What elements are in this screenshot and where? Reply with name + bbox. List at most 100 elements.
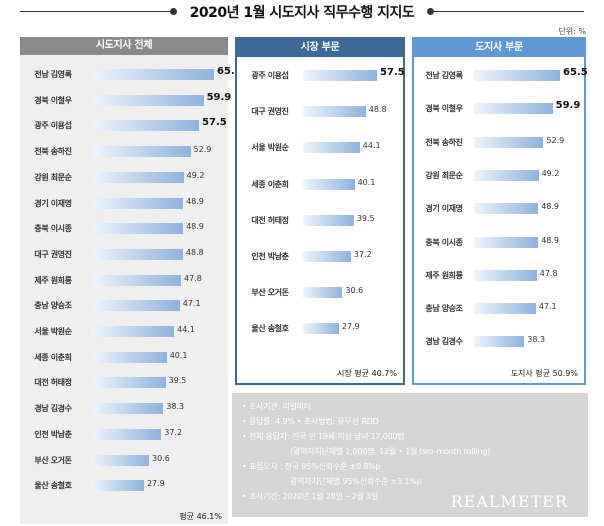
bar-row: 경기 이재명 48.9	[414, 199, 584, 219]
bar-row: 경기 이재명 48.9	[20, 194, 228, 214]
bar	[474, 203, 539, 215]
value-label: 44.1	[177, 325, 195, 334]
category-label: 경기 이재명	[425, 204, 463, 214]
note-line: (광역자치단체별 1,000명, 12월 • 1월 two-month roll…	[290, 447, 491, 456]
title-dot-right	[427, 8, 434, 15]
value-label: 38.3	[527, 335, 546, 345]
bar-row: 제주 원희룡 47.8	[414, 266, 584, 286]
bar	[303, 323, 339, 335]
category-label: 경남 김경수	[425, 337, 463, 347]
bar	[303, 106, 366, 118]
category-label: 강원 최문순	[34, 172, 72, 182]
category-label: 강원 최문순	[425, 170, 463, 180]
value-label: 57.5	[380, 67, 405, 78]
bar-row: 충북 이시종 48.9	[414, 233, 584, 253]
value-label: 49.2	[186, 170, 205, 180]
category-label: 부산 오거돈	[34, 455, 72, 465]
note-line: 광역자치단체별 95%신뢰수준 ±3.1%p	[290, 477, 422, 486]
value-label: 65.5	[563, 67, 588, 78]
bar-row: 충북 이시종 48.9	[20, 219, 228, 239]
value-label: 44.1	[362, 141, 381, 151]
note-line: • 전체 응답자: 전국 만 19세 이상 남녀 17,000명	[242, 432, 405, 441]
bar	[92, 326, 175, 337]
bar	[92, 248, 183, 260]
bar	[474, 169, 539, 181]
category-label: 서울 박원순	[34, 327, 72, 336]
category-label: 제주 원희룡	[425, 270, 463, 280]
panel-header: 도지사 부문	[414, 39, 584, 57]
category-label: 경남 김경수	[34, 404, 72, 414]
bar	[474, 70, 560, 81]
bar	[92, 377, 166, 389]
bar-row: 광주 이용섭 57.5	[237, 66, 405, 86]
bar-row: 전북 송하진 52.9	[20, 142, 228, 162]
bar	[474, 303, 536, 315]
bar	[474, 103, 553, 115]
bar	[92, 300, 180, 312]
note-line: • 조사기간: 2020년 1월 28일 ~2월 3일	[242, 492, 379, 501]
bar	[92, 171, 184, 183]
title-row: 2020년 1월 시도지사 직무수행 지지도	[0, 0, 604, 26]
bar	[474, 269, 537, 281]
panel-header: 시도지사 전체	[20, 37, 228, 55]
bar-row: 대구 권영진 48.8	[237, 102, 403, 122]
panel-provincial-governors: 도지사 부문 전남 김영록 65.5 경북 이철우 59.9 전북 송하진 52.9 강원 …	[412, 37, 588, 385]
bar	[92, 223, 184, 235]
value-label: 40.1	[357, 177, 376, 187]
value-label: 65.5	[217, 66, 242, 77]
bar-row: 경남 김경수 38.3	[414, 332, 584, 352]
category-label: 광주 이용섭	[34, 121, 72, 131]
value-label: 57.5	[202, 117, 227, 129]
bar	[92, 403, 164, 415]
bar	[474, 136, 544, 148]
bar-row: 부산 오거돈 30.6	[20, 451, 228, 471]
value-label: 48.8	[368, 105, 387, 115]
value-label: 48.9	[186, 196, 204, 206]
value-label: 48.9	[186, 222, 204, 232]
bar-row: 전북 송하진 52.9	[414, 133, 584, 153]
category-label: 서울 박원순	[251, 143, 289, 153]
value-label: 47.8	[539, 268, 558, 278]
bar	[303, 178, 355, 190]
bar	[92, 69, 214, 80]
bar	[303, 287, 343, 299]
category-label: 인천 박남춘	[251, 252, 289, 261]
bar-row: 강원 최문순 49.2	[20, 168, 228, 188]
bar-row: 울산 송철호 27.9	[20, 476, 228, 496]
bar	[92, 94, 204, 106]
bar	[474, 236, 539, 248]
category-label: 대전 허태정	[34, 378, 72, 388]
title-dot-left	[170, 8, 177, 15]
realmeter-logo: REALMETER	[450, 492, 568, 511]
value-label: 48.9	[541, 235, 560, 245]
category-label: 대구 권영진	[34, 249, 72, 259]
average-label: 시장 평균 40.7%	[337, 369, 397, 378]
bar	[92, 120, 200, 132]
category-label: 인천 박남춘	[34, 429, 72, 439]
title-rule-right	[434, 11, 584, 12]
value-label: 48.9	[541, 202, 560, 212]
category-label: 세종 이춘희	[34, 352, 72, 362]
bar-row: 대구 권영진 48.8	[20, 245, 228, 265]
bar-row: 강원 최문순 49.2	[414, 166, 584, 186]
category-label: 세종 이춘희	[251, 179, 289, 189]
category-label: 충북 이시종	[425, 237, 463, 247]
bar	[303, 214, 354, 226]
category-label: 충남 양승조	[425, 304, 463, 314]
category-label: 경기 이재명	[34, 198, 72, 208]
panel-mayors: 시장 부문 광주 이용섭 57.5 대구 권영진 48.8 서울 박원순 44.1 세종 이…	[235, 37, 405, 385]
value-label: 49.2	[541, 168, 560, 178]
value-label: 39.5	[356, 213, 375, 223]
note-line: • 응답률: 4.9% • 조사방법: 유무선 RDD	[242, 417, 379, 426]
bar	[303, 251, 351, 262]
value-label: 27.9	[341, 322, 360, 332]
category-label: 경북 이철우	[34, 95, 72, 105]
bar-row: 세종 이춘희 40.1	[237, 175, 403, 195]
bar-row: 울산 송철호 27.9	[237, 319, 403, 339]
value-label: 40.1	[169, 350, 188, 360]
value-label: 52.9	[546, 135, 565, 145]
bar-row: 광주 이용섭 57.5	[20, 116, 228, 136]
average-label: 도지사 평균 50.9%	[510, 369, 578, 378]
bar-row: 경북 이철우 59.9	[414, 99, 584, 119]
value-label: 30.6	[151, 453, 170, 463]
